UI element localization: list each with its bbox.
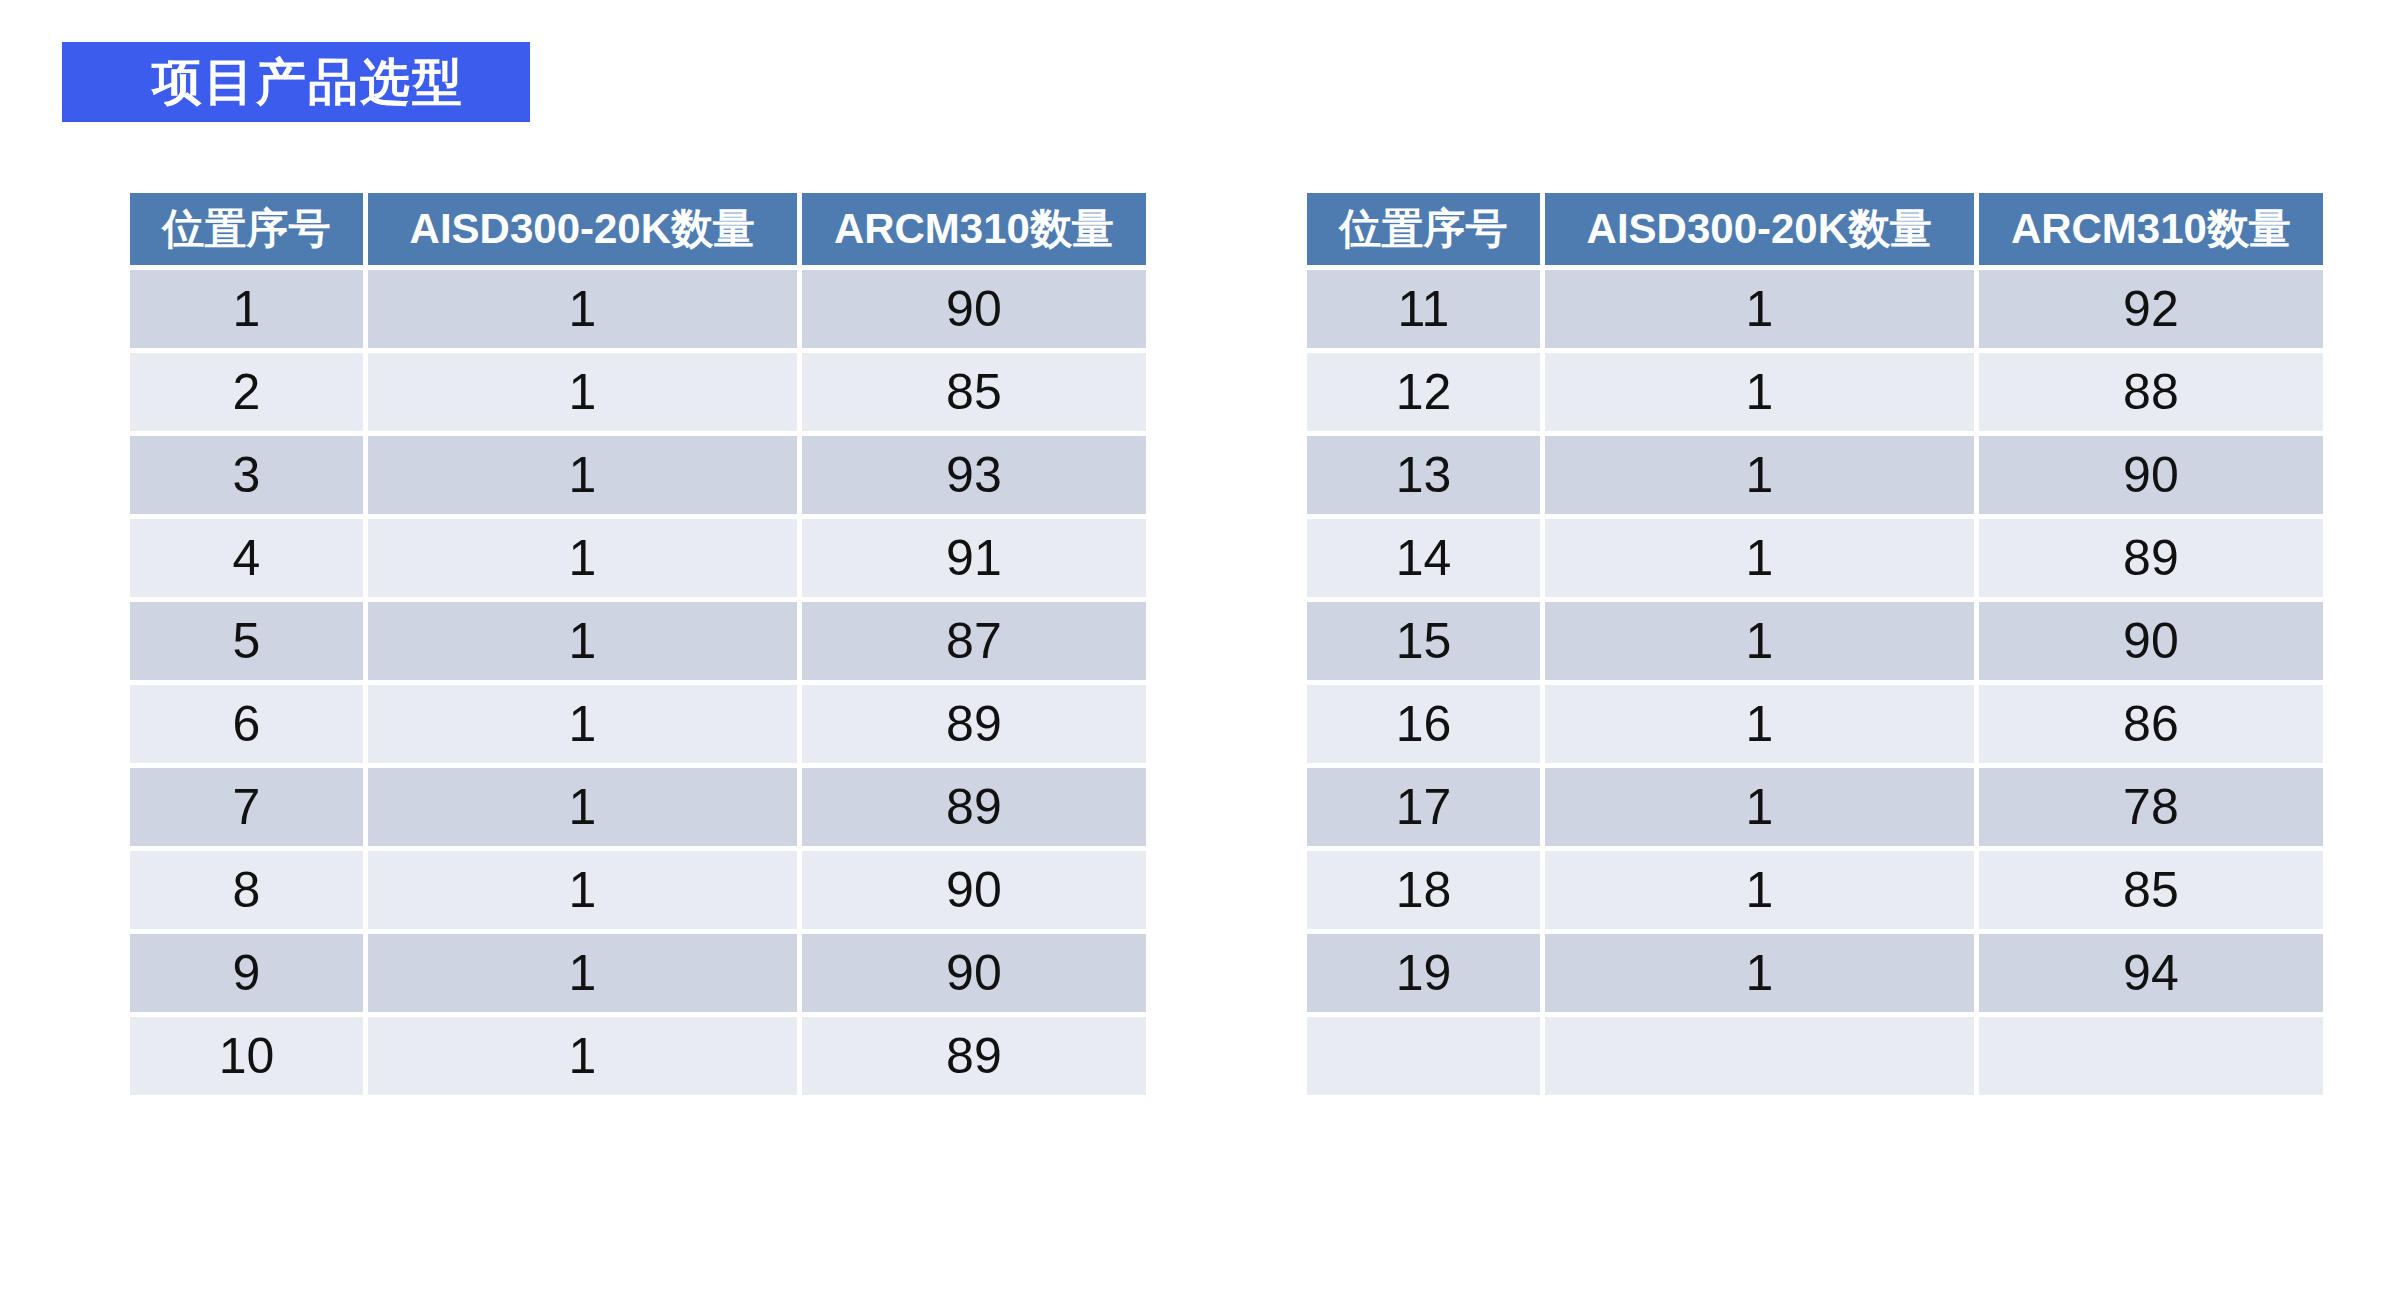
table-cell: 1 (365, 766, 799, 849)
table-row: 16186 (1305, 683, 2326, 766)
table-cell: 8 (128, 849, 366, 932)
table: 位置序号 AISD300-20K数量 ARCM310数量 11192121881… (1302, 188, 2328, 1100)
product-selection-table-right: 位置序号 AISD300-20K数量 ARCM310数量 11192121881… (1302, 188, 2328, 1100)
table-row: 14189 (1305, 517, 2326, 600)
table-cell (1305, 1015, 1543, 1098)
table-cell: 6 (128, 683, 366, 766)
table-cell: 89 (1976, 517, 2325, 600)
table-cell: 89 (799, 1015, 1148, 1098)
table-row: 3193 (128, 434, 1149, 517)
column-header-position: 位置序号 (128, 191, 366, 268)
table-cell: 1 (1542, 600, 1976, 683)
table-row: 2185 (128, 351, 1149, 434)
slide-page: 项目产品选型 位置序号 AISD300-20K数量 ARCM310数量 1190… (0, 0, 2400, 1298)
page-title-label: 项目产品选型 (152, 49, 464, 116)
table-cell: 12 (1305, 351, 1543, 434)
table-cell: 1 (1542, 517, 1976, 600)
table-cell: 1 (365, 517, 799, 600)
table-cell: 17 (1305, 766, 1543, 849)
column-header-position: 位置序号 (1305, 191, 1543, 268)
table-cell: 5 (128, 600, 366, 683)
table-cell: 1 (128, 268, 366, 351)
table-row: 18185 (1305, 849, 2326, 932)
table-cell: 94 (1976, 932, 2325, 1015)
table-cell: 90 (1976, 434, 2325, 517)
table-cell: 90 (799, 268, 1148, 351)
table-cell: 14 (1305, 517, 1543, 600)
table-cell: 91 (799, 517, 1148, 600)
table-header-row: 位置序号 AISD300-20K数量 ARCM310数量 (1305, 191, 2326, 268)
table-cell: 1 (365, 351, 799, 434)
table-row: 10189 (128, 1015, 1149, 1098)
table-cell: 10 (128, 1015, 366, 1098)
table-cell: 89 (799, 766, 1148, 849)
table-cell: 1 (365, 683, 799, 766)
page-title: 项目产品选型 (62, 42, 530, 122)
table-cell: 1 (1542, 683, 1976, 766)
table-cell: 1 (365, 1015, 799, 1098)
table-cell: 18 (1305, 849, 1543, 932)
table-row: 15190 (1305, 600, 2326, 683)
table-cell: 1 (365, 268, 799, 351)
table-cell: 1 (1542, 766, 1976, 849)
table-cell: 85 (799, 351, 1148, 434)
table-cell: 1 (365, 849, 799, 932)
table-cell: 89 (799, 683, 1148, 766)
table-cell: 7 (128, 766, 366, 849)
table-cell: 11 (1305, 268, 1543, 351)
table-cell: 86 (1976, 683, 2325, 766)
column-header-arcm310-qty: ARCM310数量 (799, 191, 1148, 268)
table-row: 1190 (128, 268, 1149, 351)
table-cell: 4 (128, 517, 366, 600)
table-row: 12188 (1305, 351, 2326, 434)
table-cell: 15 (1305, 600, 1543, 683)
table-cell: 90 (799, 849, 1148, 932)
table-cell: 13 (1305, 434, 1543, 517)
table-cell: 1 (1542, 932, 1976, 1015)
table-row: 19194 (1305, 932, 2326, 1015)
table-cell: 85 (1976, 849, 2325, 932)
table-row: 17178 (1305, 766, 2326, 849)
table-cell: 78 (1976, 766, 2325, 849)
table-cell: 1 (1542, 849, 1976, 932)
column-header-aisd300-20k-qty: AISD300-20K数量 (365, 191, 799, 268)
table-cell: 1 (1542, 434, 1976, 517)
table-cell: 9 (128, 932, 366, 1015)
table-cell: 90 (1976, 600, 2325, 683)
table-row: 9190 (128, 932, 1149, 1015)
table-row: 4191 (128, 517, 1149, 600)
table-row (1305, 1015, 2326, 1098)
column-header-arcm310-qty: ARCM310数量 (1976, 191, 2325, 268)
table-cell: 88 (1976, 351, 2325, 434)
table-cell: 2 (128, 351, 366, 434)
table-cell: 87 (799, 600, 1148, 683)
column-header-aisd300-20k-qty: AISD300-20K数量 (1542, 191, 1976, 268)
table-row: 11192 (1305, 268, 2326, 351)
table-cell: 93 (799, 434, 1148, 517)
table-cell: 1 (365, 434, 799, 517)
table-row: 6189 (128, 683, 1149, 766)
product-selection-table-left: 位置序号 AISD300-20K数量 ARCM310数量 11902185319… (125, 188, 1151, 1100)
table-cell: 19 (1305, 932, 1543, 1015)
table-cell: 1 (1542, 268, 1976, 351)
table-row: 7189 (128, 766, 1149, 849)
table: 位置序号 AISD300-20K数量 ARCM310数量 11902185319… (125, 188, 1151, 1100)
table-cell (1976, 1015, 2325, 1098)
table-row: 13190 (1305, 434, 2326, 517)
table-cell (1542, 1015, 1976, 1098)
table-cell: 1 (365, 932, 799, 1015)
table-cell: 1 (365, 600, 799, 683)
table-header-row: 位置序号 AISD300-20K数量 ARCM310数量 (128, 191, 1149, 268)
table-cell: 16 (1305, 683, 1543, 766)
table-cell: 3 (128, 434, 366, 517)
table-cell: 92 (1976, 268, 2325, 351)
table-cell: 90 (799, 932, 1148, 1015)
table-row: 5187 (128, 600, 1149, 683)
table-row: 8190 (128, 849, 1149, 932)
table-cell: 1 (1542, 351, 1976, 434)
